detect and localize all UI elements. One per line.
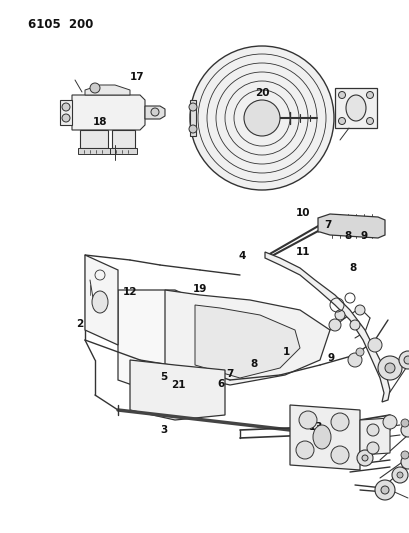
Circle shape xyxy=(298,411,316,429)
Circle shape xyxy=(349,320,359,330)
Polygon shape xyxy=(317,214,384,238)
Circle shape xyxy=(398,351,409,369)
Circle shape xyxy=(366,117,373,125)
Circle shape xyxy=(380,486,388,494)
Polygon shape xyxy=(112,130,135,148)
Polygon shape xyxy=(85,255,118,345)
Text: 6105  200: 6105 200 xyxy=(28,18,93,31)
Text: 6: 6 xyxy=(216,379,224,389)
Circle shape xyxy=(384,363,394,373)
Text: 8: 8 xyxy=(344,231,351,240)
Polygon shape xyxy=(72,95,145,130)
Text: 7: 7 xyxy=(324,220,331,230)
Text: 18: 18 xyxy=(93,117,108,126)
Circle shape xyxy=(366,92,373,99)
Polygon shape xyxy=(118,290,220,400)
Polygon shape xyxy=(85,85,130,95)
Ellipse shape xyxy=(312,425,330,449)
Polygon shape xyxy=(359,418,389,455)
Circle shape xyxy=(367,338,381,352)
Circle shape xyxy=(189,125,196,133)
Circle shape xyxy=(391,467,407,483)
Circle shape xyxy=(382,415,396,429)
Circle shape xyxy=(400,451,408,459)
Polygon shape xyxy=(145,106,164,119)
Polygon shape xyxy=(78,148,110,154)
Text: 19: 19 xyxy=(192,284,207,294)
Circle shape xyxy=(400,423,409,437)
Text: 12: 12 xyxy=(123,287,137,296)
Text: 4: 4 xyxy=(238,251,245,261)
Circle shape xyxy=(354,305,364,315)
Text: 20: 20 xyxy=(254,88,269,98)
Text: 9: 9 xyxy=(327,353,334,363)
Circle shape xyxy=(295,441,313,459)
Polygon shape xyxy=(334,88,376,128)
Polygon shape xyxy=(130,360,225,420)
Circle shape xyxy=(374,480,394,500)
Circle shape xyxy=(356,450,372,466)
Text: 10: 10 xyxy=(295,208,310,218)
Text: 17: 17 xyxy=(130,72,144,82)
Text: 21: 21 xyxy=(171,380,185,390)
Circle shape xyxy=(403,356,409,364)
Circle shape xyxy=(243,100,279,136)
Circle shape xyxy=(189,46,333,190)
Circle shape xyxy=(377,356,401,380)
Circle shape xyxy=(62,103,70,111)
Polygon shape xyxy=(189,100,196,136)
Circle shape xyxy=(347,353,361,367)
Circle shape xyxy=(366,424,378,436)
Text: 8: 8 xyxy=(250,359,257,368)
Ellipse shape xyxy=(92,291,108,313)
Polygon shape xyxy=(264,252,389,402)
Circle shape xyxy=(400,419,408,427)
Text: 1: 1 xyxy=(282,347,289,357)
Polygon shape xyxy=(289,405,359,470)
Circle shape xyxy=(366,442,378,454)
Text: 7: 7 xyxy=(225,369,233,379)
Polygon shape xyxy=(195,305,299,378)
Circle shape xyxy=(361,455,367,461)
Text: 8: 8 xyxy=(349,263,356,272)
Circle shape xyxy=(90,83,100,93)
Circle shape xyxy=(338,117,345,125)
Text: 13: 13 xyxy=(308,423,323,432)
Circle shape xyxy=(338,92,345,99)
Circle shape xyxy=(328,319,340,331)
Circle shape xyxy=(189,103,196,111)
Circle shape xyxy=(400,455,409,469)
Text: 2: 2 xyxy=(76,319,83,329)
Ellipse shape xyxy=(345,95,365,121)
Polygon shape xyxy=(110,148,137,154)
Circle shape xyxy=(355,348,363,356)
Circle shape xyxy=(62,114,70,122)
Text: 11: 11 xyxy=(294,247,309,256)
Circle shape xyxy=(151,108,159,116)
Circle shape xyxy=(330,446,348,464)
Text: 3: 3 xyxy=(160,425,167,435)
Polygon shape xyxy=(164,290,329,385)
Circle shape xyxy=(396,472,402,478)
Polygon shape xyxy=(80,130,108,148)
Text: 9: 9 xyxy=(360,231,367,240)
Circle shape xyxy=(334,310,344,320)
Text: 5: 5 xyxy=(160,373,167,382)
Circle shape xyxy=(330,413,348,431)
Polygon shape xyxy=(60,100,72,125)
